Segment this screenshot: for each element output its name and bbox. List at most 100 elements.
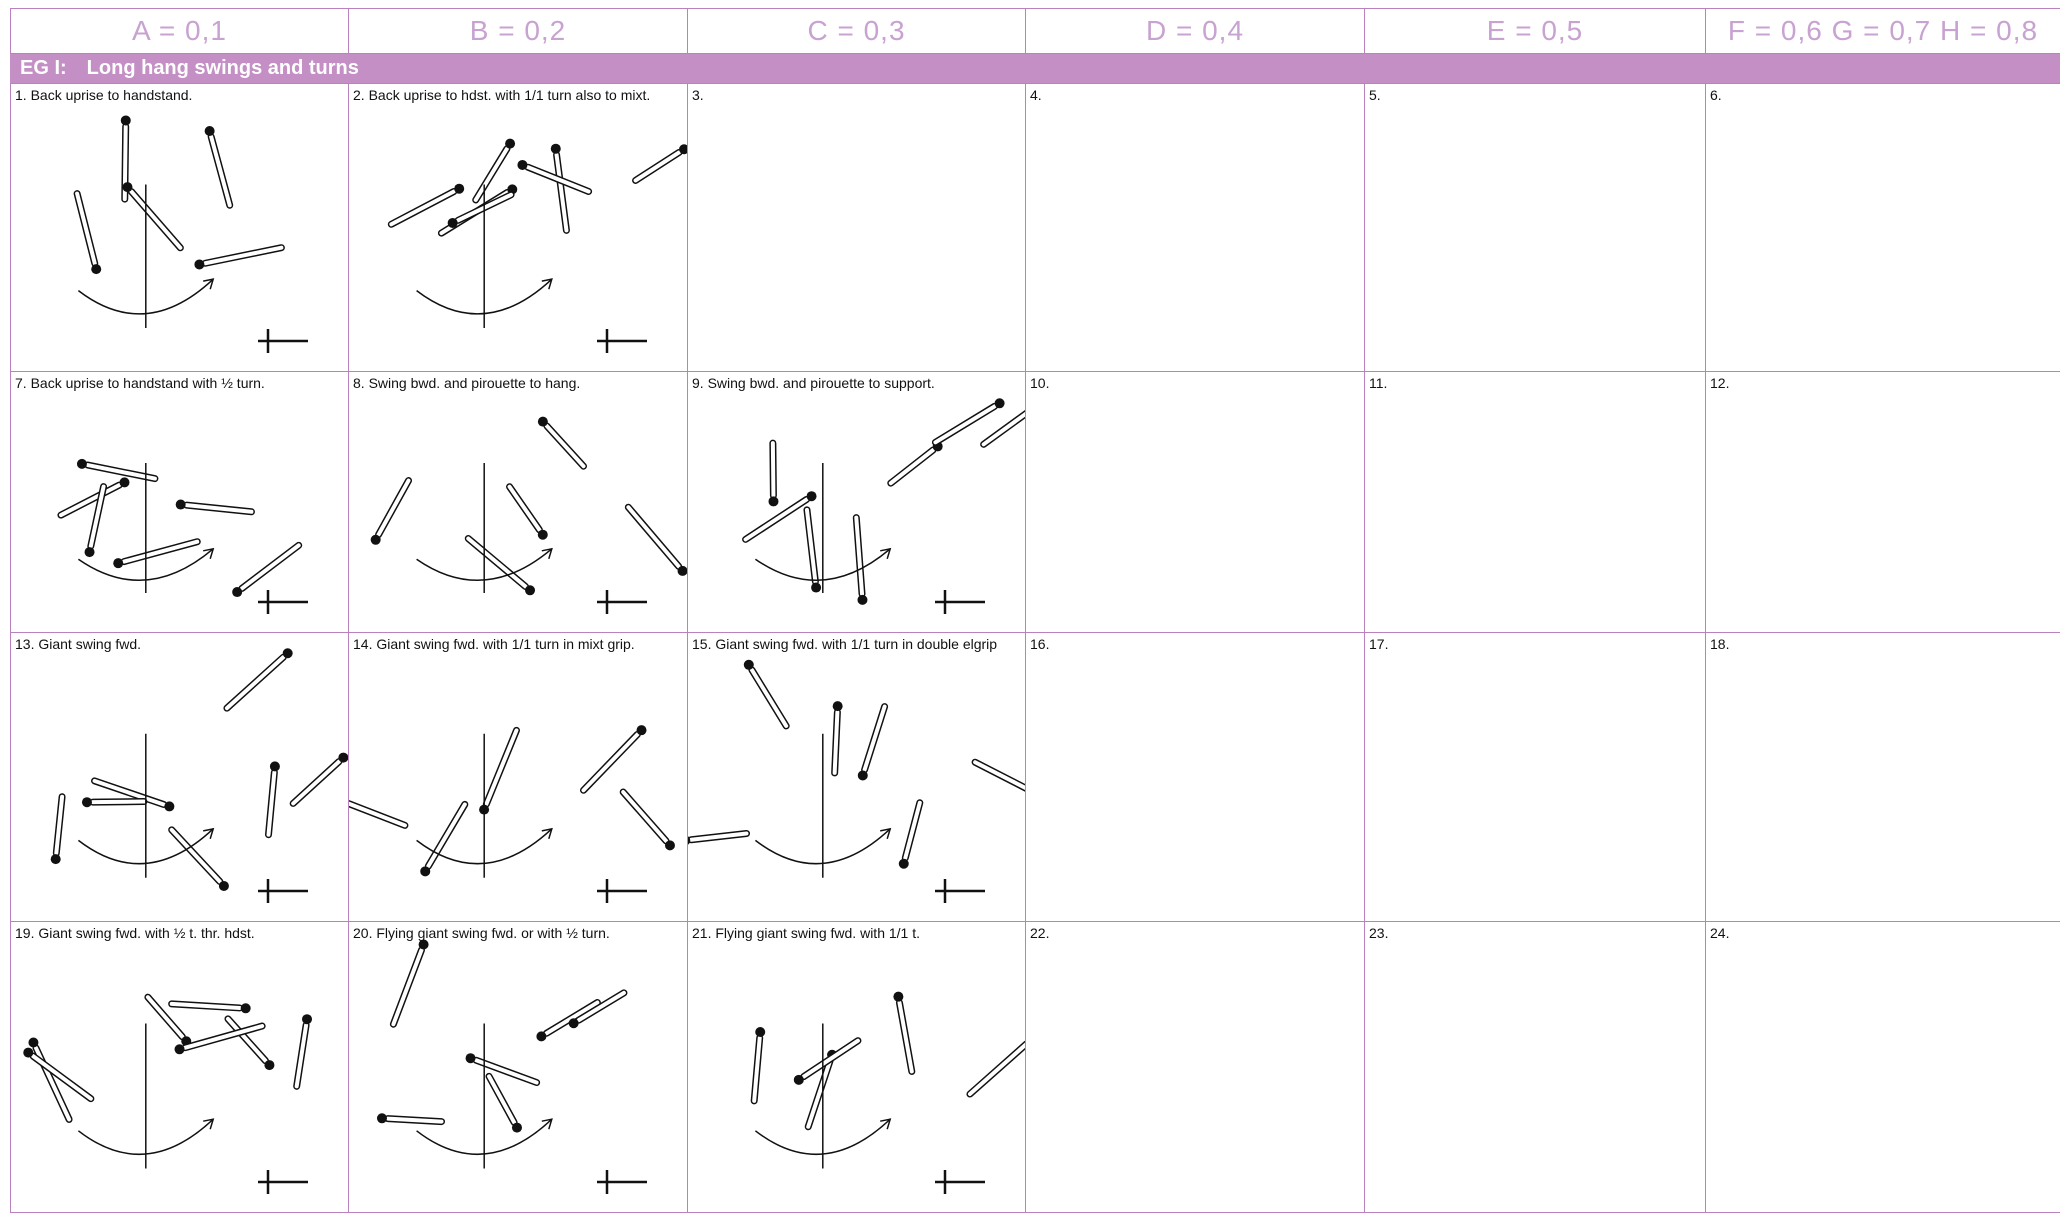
cell-label: 4.: [1030, 87, 1042, 103]
swing-arrow: [754, 828, 891, 865]
notation-symbol: [935, 879, 985, 903]
table-cell: 13. Giant swing fwd.: [10, 632, 349, 922]
figure-body-inner: [385, 1116, 444, 1124]
table-cell: 7. Back uprise to handstand with ½ turn.: [10, 371, 349, 633]
figure-body-inner: [743, 497, 809, 542]
arrow-head: [203, 1118, 215, 1130]
cell-label: 23.: [1369, 925, 1389, 941]
column-header: C = 0,3: [687, 8, 1026, 54]
illustration: [742, 398, 1025, 614]
figure-body-inner: [294, 1023, 309, 1089]
figure-body-inner: [484, 728, 519, 807]
figure-body-inner: [770, 441, 776, 498]
swing-arrow: [77, 828, 214, 865]
column-header: D = 0,4: [1025, 8, 1365, 54]
figure-head: [447, 217, 458, 228]
table-cell: 20. Flying giant swing fwd. or with ½ tu…: [348, 921, 688, 1213]
figure-head: [76, 458, 87, 469]
cell-label: 17.: [1369, 636, 1389, 652]
figure-body-inner: [54, 794, 65, 856]
notation-symbol: [258, 879, 308, 903]
table-cell: 10.: [1025, 371, 1365, 633]
cell-label: 12.: [1710, 375, 1730, 391]
table-cell: 22.: [1025, 921, 1365, 1213]
figure-body-inner: [145, 995, 185, 1039]
figure-body-inner: [888, 448, 935, 486]
figure-head: [811, 582, 822, 593]
cell-label: 10.: [1030, 375, 1050, 391]
illustration: [50, 648, 348, 903]
illustration: [73, 115, 308, 353]
figure-head: [194, 259, 205, 270]
figure-body-inner: [804, 507, 818, 584]
figure-head: [568, 1018, 579, 1029]
cell-label: 20. Flying giant swing fwd. or with ½ tu…: [353, 925, 610, 941]
swing-arrow: [416, 548, 553, 581]
table-cell: 11.: [1364, 371, 1706, 633]
group-title: Long hang swings and turns: [86, 57, 359, 79]
figure-head: [376, 1113, 387, 1124]
arrow-head: [541, 827, 553, 840]
figure-body-inner: [854, 515, 865, 596]
table-cell: 14. Giant swing fwd. with 1/1 turn in mi…: [348, 632, 688, 922]
figure-body-inner: [862, 704, 887, 772]
table-cell: 9. Swing bwd. and pirouette to support.: [687, 371, 1026, 633]
illustration: [349, 725, 675, 903]
table-cell: 23.: [1364, 921, 1706, 1213]
arrow-head: [541, 1118, 553, 1130]
figure-body-inner: [203, 245, 284, 266]
cell-label: 14. Giant swing fwd. with 1/1 turn in mi…: [353, 636, 635, 652]
figure-body-inner: [473, 146, 509, 202]
cell-label: 1. Back uprise to handstand.: [15, 87, 193, 103]
figure-head: [418, 939, 429, 950]
figure-body-inner: [801, 1038, 860, 1079]
figure-head: [174, 1044, 185, 1055]
swing-arrow: [416, 278, 553, 315]
figure-body-inner: [487, 1074, 517, 1125]
figure-head: [302, 1014, 313, 1025]
column-header: A = 0,1: [10, 8, 349, 54]
table-cell: 24.: [1705, 921, 2060, 1213]
figure-head: [898, 858, 909, 869]
cell-label: 21. Flying giant swing fwd. with 1/1 t.: [692, 925, 920, 941]
table-cell: 15. Giant swing fwd. with 1/1 turn in do…: [687, 632, 1026, 922]
table-cell: 4.: [1025, 83, 1365, 372]
figure-body-inner: [209, 134, 232, 208]
figure-body-inner: [526, 165, 591, 194]
figure-head: [454, 183, 465, 194]
figure-body-inner: [689, 831, 749, 842]
figure-body-inner: [967, 1042, 1025, 1097]
figure-body-inner: [544, 424, 586, 469]
figure-head: [338, 752, 348, 763]
figure-head: [636, 725, 647, 736]
cell-label: 16.: [1030, 636, 1050, 652]
table-cell: 21. Flying giant swing fwd. with 1/1 t.: [687, 921, 1026, 1213]
table-cell: 6.: [1705, 83, 2060, 372]
figure-head: [28, 1037, 39, 1048]
swing-arrow: [754, 548, 891, 581]
cell-label: 7. Back uprise to handstand with ½ turn.: [15, 375, 265, 391]
column-header: E = 0,5: [1364, 8, 1706, 54]
column-header: F = 0,6 G = 0,7 H = 0,8: [1705, 8, 2060, 54]
figure-head: [232, 587, 243, 598]
table-cell: 16.: [1025, 632, 1365, 922]
arrow-head: [203, 827, 215, 840]
notation-symbol: [597, 879, 647, 903]
arrow-head: [203, 278, 215, 290]
figure-head: [743, 659, 754, 670]
illustration: [376, 939, 647, 1194]
cell-label: 3.: [692, 87, 704, 103]
figure-head: [511, 1122, 522, 1133]
swing-arrow: [77, 278, 214, 315]
figure-body-inner: [224, 655, 286, 711]
figure-head: [269, 761, 280, 772]
figure-body-inner: [376, 478, 411, 537]
figure-body-inner: [58, 483, 122, 518]
figure-head: [81, 797, 92, 808]
table-cell: 8. Swing bwd. and pirouette to hang.: [348, 371, 688, 633]
figure-body-inner: [184, 503, 254, 514]
figure-body-inner: [225, 1016, 268, 1063]
figure-head: [119, 477, 130, 488]
figure-head: [240, 1003, 251, 1014]
